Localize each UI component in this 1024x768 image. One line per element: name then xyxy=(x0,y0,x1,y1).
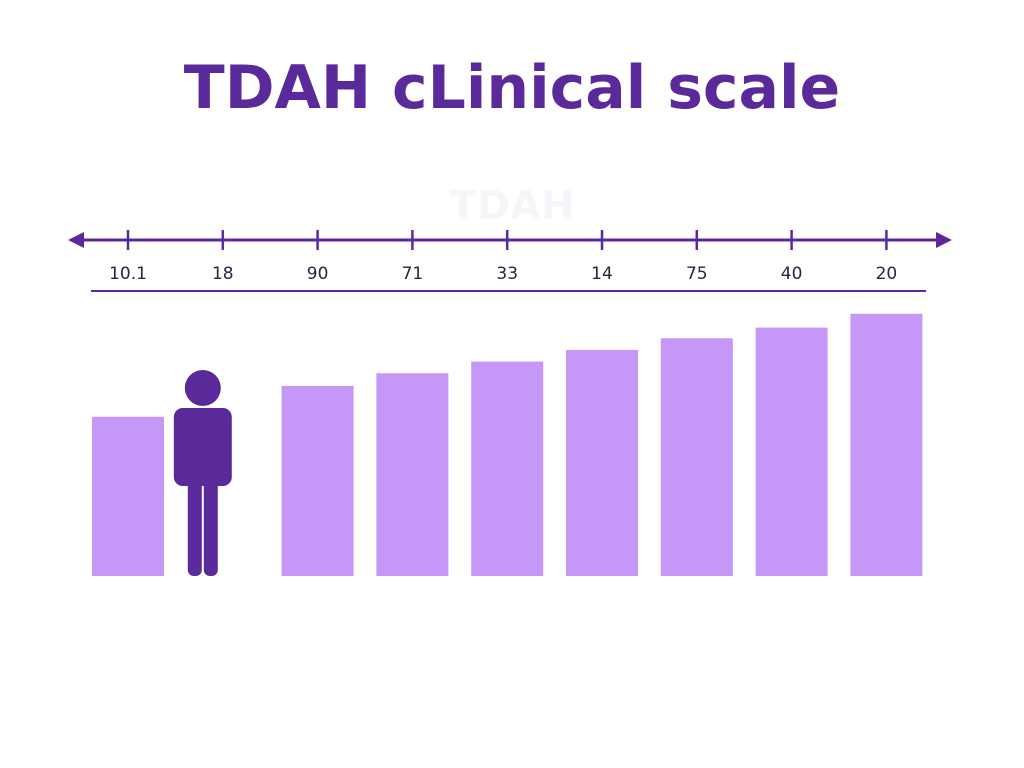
watermark-text: TDAH xyxy=(0,184,1024,228)
tick-label: 71 xyxy=(402,264,424,284)
tick-label: 20 xyxy=(876,264,898,284)
tick-label: 10.1 xyxy=(109,264,147,284)
bar xyxy=(281,385,354,576)
arrow-right-icon xyxy=(936,232,952,248)
markers xyxy=(173,370,232,576)
bar xyxy=(755,327,828,576)
arrow-left-icon xyxy=(68,232,84,248)
tick-label: 40 xyxy=(781,264,803,284)
tick-label: 33 xyxy=(496,264,518,284)
bar xyxy=(376,373,449,576)
tick-label: 75 xyxy=(686,264,708,284)
bar xyxy=(471,361,544,576)
person-icon xyxy=(173,370,232,576)
bar xyxy=(92,416,164,576)
tick-label: 90 xyxy=(307,264,329,284)
bars xyxy=(92,313,923,576)
chart-title: TDAH cLinical scale xyxy=(183,53,841,123)
bar xyxy=(850,313,923,576)
bar xyxy=(566,349,638,576)
category-axis: 10.1 18 90 71 33 14 75 40 20 xyxy=(68,230,952,292)
tick-label: 18 xyxy=(212,264,234,284)
bar xyxy=(660,338,733,576)
tick-label: 14 xyxy=(591,264,613,284)
